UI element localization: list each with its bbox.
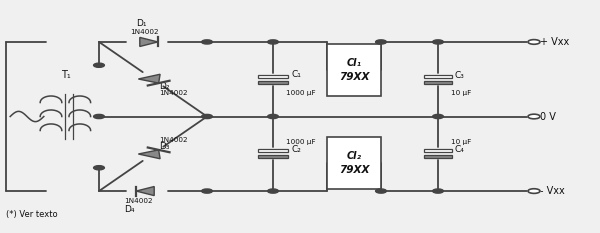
- Circle shape: [268, 40, 278, 44]
- Text: 1000 μF: 1000 μF: [286, 90, 316, 96]
- Text: D₁: D₁: [136, 19, 146, 28]
- Text: C₄: C₄: [455, 145, 464, 154]
- Text: 79XX: 79XX: [339, 165, 369, 175]
- Bar: [424, 150, 452, 153]
- Polygon shape: [139, 74, 160, 83]
- Circle shape: [94, 166, 104, 170]
- Circle shape: [202, 189, 212, 193]
- Bar: [424, 155, 452, 158]
- Text: - Vxx: - Vxx: [540, 186, 565, 196]
- Polygon shape: [136, 186, 154, 196]
- Circle shape: [433, 40, 443, 44]
- Text: 1N4002: 1N4002: [159, 137, 188, 143]
- Text: D₂: D₂: [159, 82, 170, 91]
- Bar: [327, 137, 381, 189]
- Circle shape: [94, 114, 104, 119]
- Text: 79XX: 79XX: [339, 72, 369, 82]
- Text: 1N4002: 1N4002: [159, 90, 188, 96]
- Circle shape: [268, 114, 278, 119]
- Polygon shape: [140, 38, 158, 47]
- Bar: [258, 75, 288, 78]
- Text: (*) Ver texto: (*) Ver texto: [6, 210, 58, 219]
- Circle shape: [202, 114, 212, 119]
- Bar: [424, 75, 452, 78]
- Text: CI₂: CI₂: [347, 151, 361, 161]
- Text: 1N4002: 1N4002: [130, 29, 158, 35]
- Text: CI₁: CI₁: [347, 58, 361, 68]
- Circle shape: [376, 189, 386, 193]
- Circle shape: [528, 189, 540, 193]
- Circle shape: [528, 114, 540, 119]
- Circle shape: [528, 40, 540, 44]
- Text: D₃: D₃: [159, 142, 170, 151]
- Circle shape: [268, 189, 278, 193]
- Circle shape: [376, 40, 386, 44]
- Bar: [424, 81, 452, 84]
- Polygon shape: [139, 150, 160, 159]
- Text: D₄: D₄: [124, 205, 134, 214]
- Bar: [258, 81, 288, 84]
- Text: 0 V: 0 V: [540, 112, 556, 121]
- Text: C₂: C₂: [291, 145, 301, 154]
- Circle shape: [94, 63, 104, 67]
- Text: 1000 μF: 1000 μF: [286, 139, 316, 145]
- Circle shape: [433, 189, 443, 193]
- Text: 1N4002: 1N4002: [124, 198, 152, 204]
- Text: C₃: C₃: [455, 71, 464, 79]
- Circle shape: [433, 114, 443, 119]
- Bar: [258, 149, 288, 152]
- Circle shape: [202, 40, 212, 44]
- Text: 10 μF: 10 μF: [451, 139, 472, 145]
- Text: 10 μF: 10 μF: [451, 90, 472, 96]
- Bar: [258, 155, 288, 158]
- Bar: [327, 44, 381, 96]
- Text: T₁: T₁: [61, 70, 71, 80]
- Text: + Vxx: + Vxx: [540, 37, 569, 47]
- Text: C₁: C₁: [291, 70, 301, 79]
